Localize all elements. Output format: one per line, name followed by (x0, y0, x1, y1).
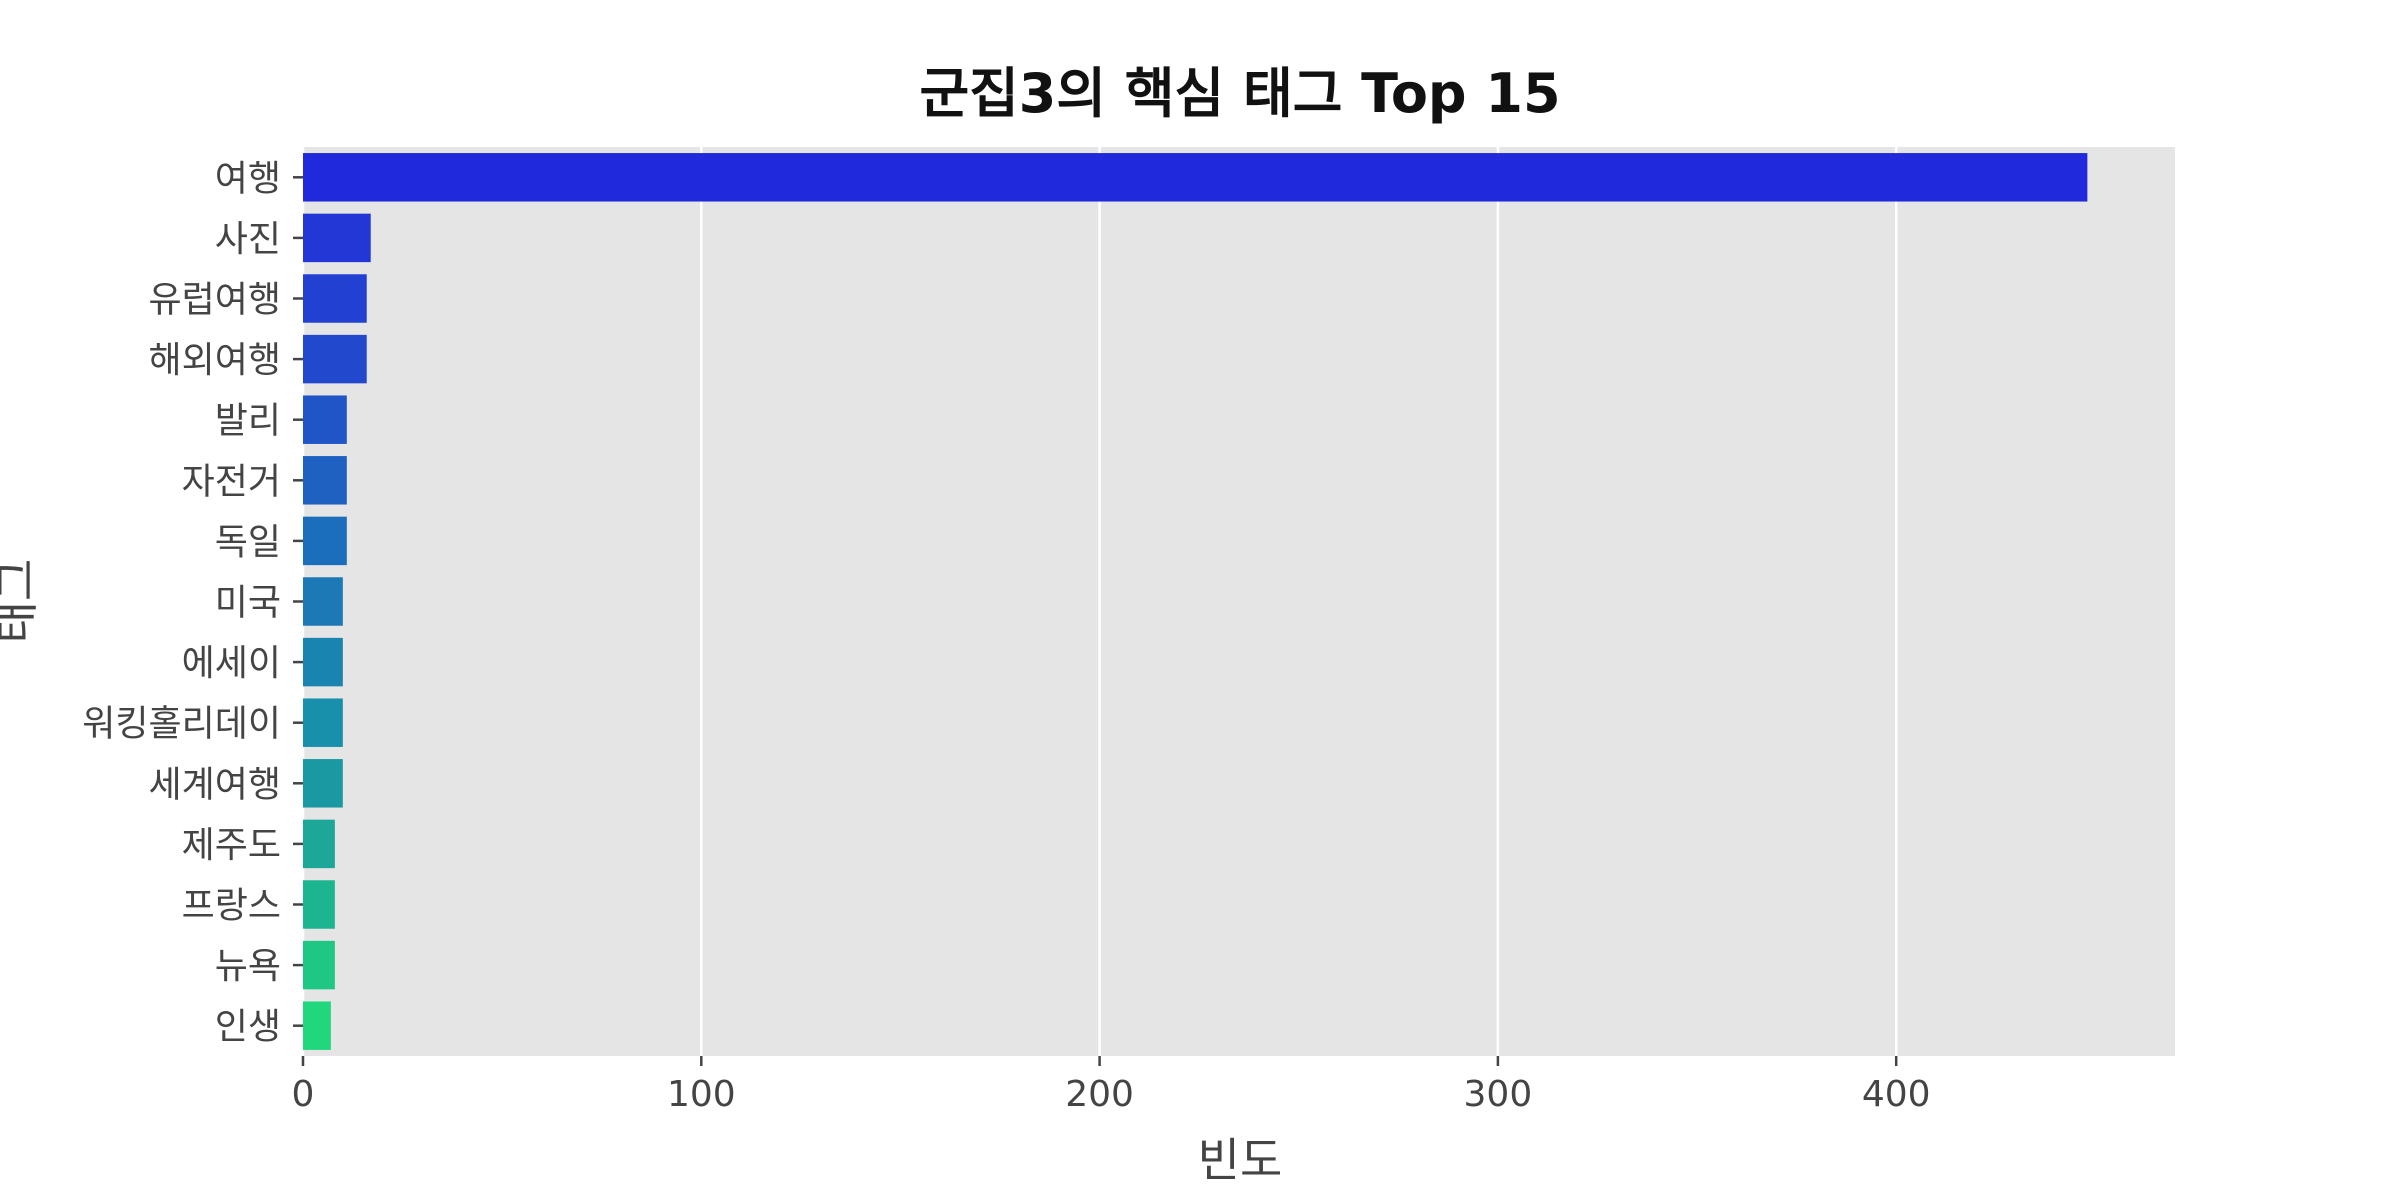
y-tick-label: 워킹홀리데이 (82, 704, 281, 745)
y-tick-label: 독일 (215, 522, 281, 563)
bar (303, 940, 335, 990)
x-tick-label: 0 (292, 1074, 315, 1115)
y-tick-label: 발리 (215, 401, 281, 442)
x-tick-label: 200 (1065, 1074, 1134, 1115)
plot-background (303, 147, 2175, 1056)
y-tick-label: 세계여행 (149, 764, 281, 805)
y-axis-ticks: 여행사진유럽여행해외여행발리자전거독일미국에세이워킹홀리데이세계여행제주도프랑스… (82, 158, 303, 1048)
bar (303, 456, 347, 505)
y-tick-label: 여행 (215, 158, 281, 199)
bars (303, 153, 2088, 1050)
y-tick-label: 뉴욕 (215, 946, 281, 987)
x-axis-ticks: 0 100 200 300 400 (292, 1056, 1931, 1115)
bar (303, 153, 2088, 202)
chart-title: 군집3의 핵심 태그 Top 15 (919, 62, 1560, 125)
y-tick-label: 인생 (215, 1007, 281, 1048)
bar (303, 637, 343, 687)
bar (303, 213, 371, 263)
bar (303, 334, 367, 384)
y-tick-label: 자전거 (182, 461, 281, 502)
bar (303, 880, 335, 929)
x-tick-label: 300 (1464, 1074, 1533, 1115)
y-tick-label: 유럽여행 (149, 280, 281, 321)
y-tick-label: 프랑스 (182, 886, 281, 927)
y-tick-label: 미국 (215, 583, 281, 624)
y-tick-label: 사진 (215, 219, 281, 260)
bar (303, 274, 367, 323)
x-axis-label: 빈도 (1198, 1133, 1283, 1187)
bar (303, 516, 347, 566)
x-tick-label: 100 (667, 1074, 736, 1115)
bar (303, 1001, 331, 1050)
y-tick-label: 제주도 (182, 825, 281, 866)
y-tick-label: 에세이 (182, 643, 281, 684)
y-axis-label: 태그 (0, 559, 43, 644)
bar (303, 759, 343, 808)
bar (303, 395, 347, 444)
bar (303, 819, 335, 869)
x-tick-label: 400 (1862, 1074, 1931, 1115)
bar (303, 698, 343, 747)
bar (303, 577, 343, 626)
y-tick-label: 해외여행 (149, 340, 281, 381)
